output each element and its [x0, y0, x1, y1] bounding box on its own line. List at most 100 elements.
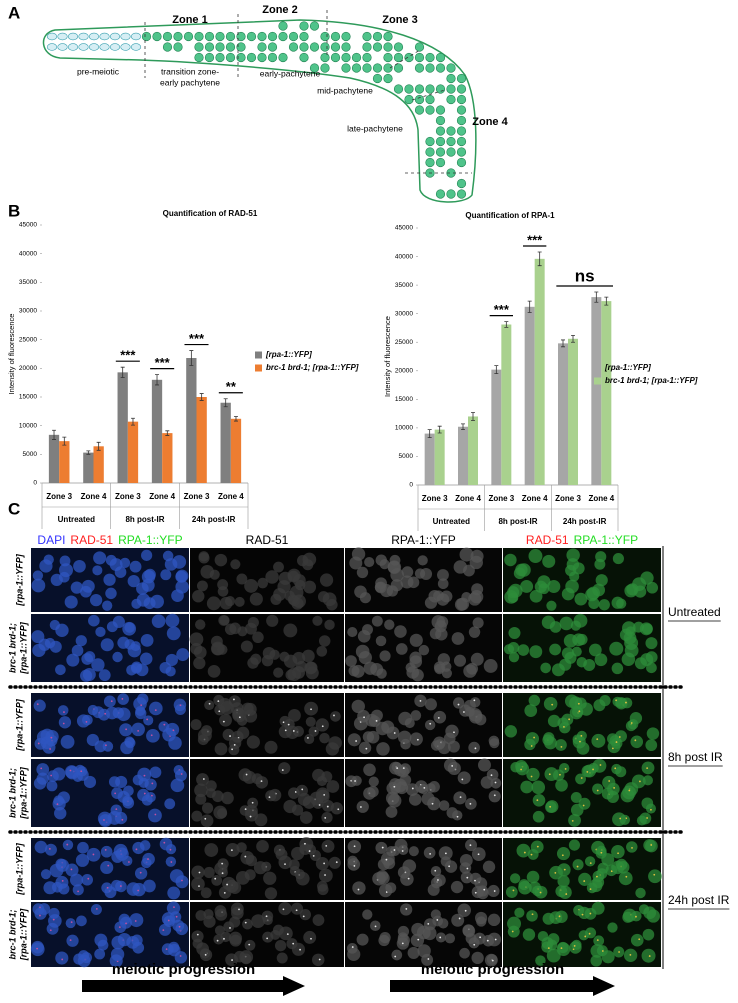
focus — [393, 785, 396, 788]
nucleus — [347, 733, 361, 747]
nucleus — [568, 839, 581, 851]
error-bar — [604, 296, 609, 306]
focus — [589, 862, 592, 865]
focus — [66, 843, 69, 846]
nucleus — [527, 848, 539, 860]
nucleus — [120, 43, 131, 51]
nucleus — [529, 589, 543, 603]
nucleus — [435, 105, 446, 115]
focus — [77, 890, 80, 893]
focus — [530, 745, 533, 747]
focus — [381, 846, 384, 849]
focus — [596, 789, 599, 792]
nucleus — [278, 901, 292, 916]
y-tick-label: 25000 — [395, 339, 413, 346]
nucleus — [540, 662, 551, 674]
error-bar — [233, 416, 238, 422]
nucleus — [646, 662, 657, 674]
nucleus — [476, 885, 489, 897]
nucleus — [291, 846, 305, 861]
focus — [238, 716, 241, 719]
nucleus — [446, 189, 456, 199]
nucleus — [309, 63, 320, 73]
nucleus — [555, 910, 568, 923]
focus — [260, 780, 263, 783]
nucleus — [140, 652, 153, 665]
legend-swatch — [255, 351, 262, 359]
nucleus — [112, 651, 123, 663]
focus — [560, 745, 563, 748]
nucleus — [414, 568, 426, 579]
nucleus — [172, 919, 185, 932]
nucleus — [646, 727, 660, 740]
nucleus — [97, 811, 112, 826]
nucleus — [468, 626, 481, 638]
nucleus — [410, 710, 422, 721]
focus — [458, 917, 461, 920]
focus — [374, 925, 377, 928]
nucleus — [380, 851, 395, 866]
x-tick-label: Zone 3 — [555, 494, 581, 503]
nucleus — [438, 800, 450, 811]
focus — [287, 723, 290, 726]
nucleus — [542, 912, 555, 925]
nucleus — [131, 934, 143, 947]
focus — [69, 769, 72, 772]
nucleus — [100, 860, 114, 875]
bar — [524, 306, 535, 485]
error-bar — [527, 300, 532, 313]
nucleus — [320, 31, 330, 42]
nucleus — [122, 855, 133, 867]
header-part: RAD-51 — [246, 533, 289, 547]
focus — [536, 845, 539, 848]
nucleus — [593, 935, 605, 947]
focus — [49, 929, 52, 932]
nucleus — [67, 32, 79, 41]
nucleus — [204, 42, 215, 52]
nucleus — [320, 42, 330, 52]
nucleus — [435, 115, 446, 126]
nucleus — [391, 949, 403, 961]
nucleus — [190, 719, 202, 731]
focus — [474, 747, 477, 750]
nucleus — [67, 43, 79, 51]
error-bar — [504, 321, 509, 328]
focus — [512, 889, 515, 892]
nucleus — [408, 793, 422, 806]
nucleus — [77, 841, 89, 854]
nucleus — [471, 951, 484, 965]
error-bar — [96, 441, 101, 451]
nucleus — [424, 719, 436, 731]
nucleus — [312, 768, 325, 782]
nucleus — [165, 666, 176, 677]
nucleus — [362, 731, 375, 743]
nucleus — [251, 914, 265, 929]
focus — [223, 937, 225, 940]
focus — [233, 743, 236, 746]
nucleus — [69, 873, 84, 887]
nucleus — [357, 709, 370, 723]
focus — [619, 817, 622, 820]
focus — [63, 711, 65, 713]
group-label: Untreated — [433, 517, 470, 526]
nucleus — [274, 939, 287, 952]
nucleus — [211, 635, 223, 648]
y-tick-label: 45000 — [395, 225, 413, 232]
nucleus — [214, 553, 228, 567]
focus — [520, 768, 523, 771]
nucleus — [105, 554, 117, 566]
nucleus — [176, 648, 190, 662]
legend-swatch — [594, 377, 601, 385]
focus — [114, 792, 117, 795]
nucleus — [46, 780, 58, 792]
nucleus — [633, 621, 644, 633]
nucleus — [275, 848, 288, 861]
nucleus — [570, 803, 584, 817]
nucleus — [288, 859, 300, 871]
nucleus — [402, 859, 417, 873]
focus — [466, 867, 469, 870]
focus — [469, 802, 472, 805]
nucleus — [54, 807, 67, 820]
nucleus — [284, 590, 295, 602]
nucleus — [194, 31, 204, 42]
